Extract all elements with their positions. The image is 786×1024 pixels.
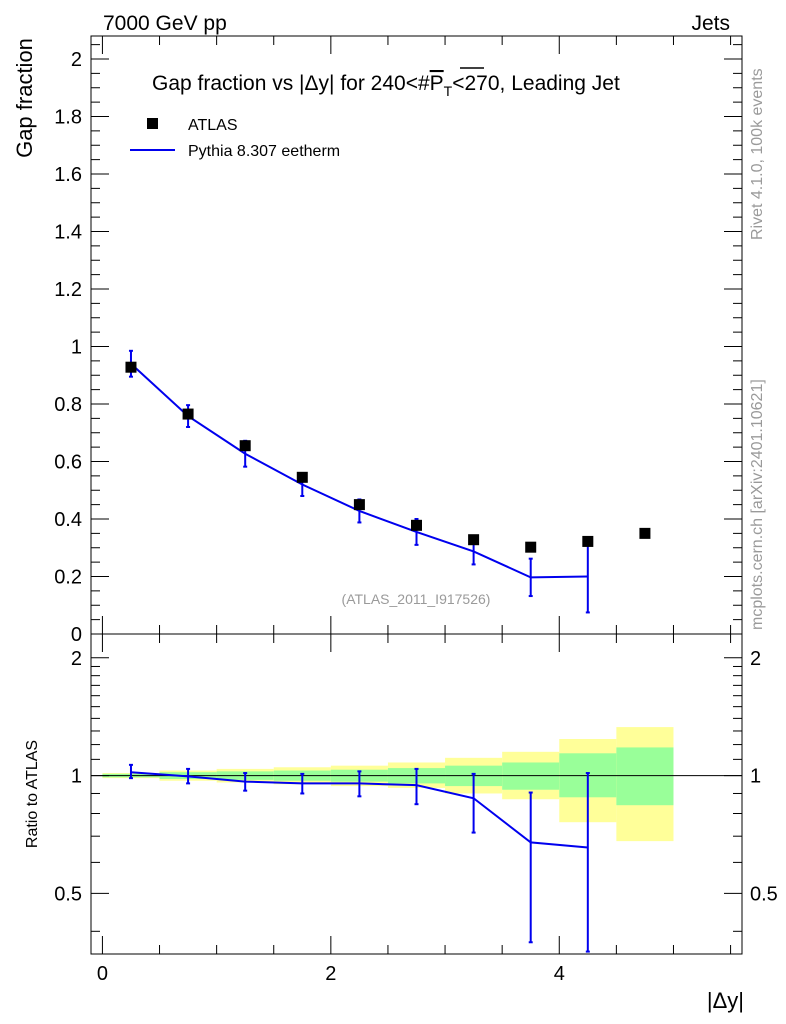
x-tick-labels: 0 2 4 (97, 963, 565, 985)
main-y-tick-label: 0.4 (54, 509, 82, 531)
main-y-axis-label: Gap fraction (12, 38, 37, 158)
main-panel: 0 0.2 0.4 0.6 0.8 1 1.2 1.4 1.6 1.8 2 Gap fraction… (12, 35, 743, 646)
main-y-tick-label: 0.8 (54, 394, 82, 416)
main-y-tick-label: 0 (71, 624, 82, 646)
analysis-watermark: (ATLAS_2011_I917526) (342, 591, 491, 607)
ratio-y-tick-label-right: 0.5 (750, 883, 778, 905)
main-y-tick-label: 0.6 (54, 452, 82, 474)
main-x-ticks (101, 36, 732, 634)
ratio-y-tick-labels: 0.5 0.5 1 1 2 2 (54, 648, 778, 906)
legend-atlas-label: ATLAS (188, 117, 238, 134)
ratio-pythia-series (128, 763, 590, 953)
title-prefix: Gap fraction vs |Δy| for 240<# (152, 72, 430, 95)
atlas-point (296, 471, 308, 483)
inner-band-bin (502, 762, 560, 790)
atlas-point (411, 519, 422, 531)
title-sub: T (444, 83, 453, 99)
ratio-frame (90, 633, 743, 955)
mcplots-reference-label: mcplots.cern.ch [arXiv:2401.10621] (749, 379, 766, 630)
title-p: P (430, 72, 444, 95)
atlas-point (525, 541, 537, 553)
main-y-tick-label: 1.8 (54, 107, 82, 129)
ratio-y-tick-label: 0.5 (54, 883, 82, 905)
x-axis-label: |Δy| (707, 988, 744, 1013)
main-y-tick-label: 2 (71, 49, 82, 71)
ratio-y-axis-label: Ratio to ATLAS (24, 740, 41, 848)
chart-title: Gap fraction vs |Δy| for 240<#PT<270, Le… (152, 72, 620, 99)
main-y-tick-label: 0.2 (54, 567, 82, 589)
legend-pythia-label: Pythia 8.307 eetherm (188, 143, 340, 160)
ratio-y-ticks (91, 657, 742, 932)
main-y-tick-label: 1 (71, 337, 82, 359)
x-tick-label: 0 (97, 963, 108, 985)
atlas-point (125, 361, 137, 373)
rivet-version-label: Rivet 4.1.0, 100k events (749, 68, 766, 240)
main-y-tick-label: 1.4 (54, 222, 82, 244)
ratio-y-tick-label: 2 (71, 648, 82, 670)
legend-atlas-marker (147, 118, 158, 129)
inner-band-bin (616, 747, 674, 806)
main-y-tick-labels: 0 0.2 0.4 0.6 0.8 1 1.2 1.4 1.6 1.8 2 (54, 49, 82, 646)
ratio-y-tick-label-right: 1 (750, 766, 761, 788)
beam-label: 7000 GeV pp (103, 12, 227, 35)
atlas-point (582, 535, 594, 547)
atlas-point (639, 527, 651, 539)
pythia-series (128, 349, 590, 614)
ratio-y-tick-label-right: 2 (750, 648, 761, 670)
x-tick-label: 2 (325, 963, 336, 985)
atlas-series (125, 361, 651, 553)
ratio-panel: 0.5 0.5 1 1 2 2 0 2 4 Ratio to ATLAS |Δy| (24, 633, 778, 1013)
main-y-tick-label: 1.6 (54, 164, 82, 186)
x-tick-label: 4 (554, 963, 565, 985)
category-label: Jets (691, 12, 730, 35)
atlas-point (182, 408, 194, 420)
pythia-line (130, 363, 588, 579)
atlas-point (353, 499, 365, 511)
title-suffix: <270, Leading Jet (452, 72, 620, 95)
ratio-x-ticks (101, 634, 732, 954)
main-y-ticks (91, 44, 742, 635)
main-y-tick-label: 1.2 (54, 279, 82, 301)
atlas-point (468, 534, 480, 546)
ratio-y-tick-label: 1 (71, 766, 82, 788)
atlas-point (239, 440, 251, 452)
